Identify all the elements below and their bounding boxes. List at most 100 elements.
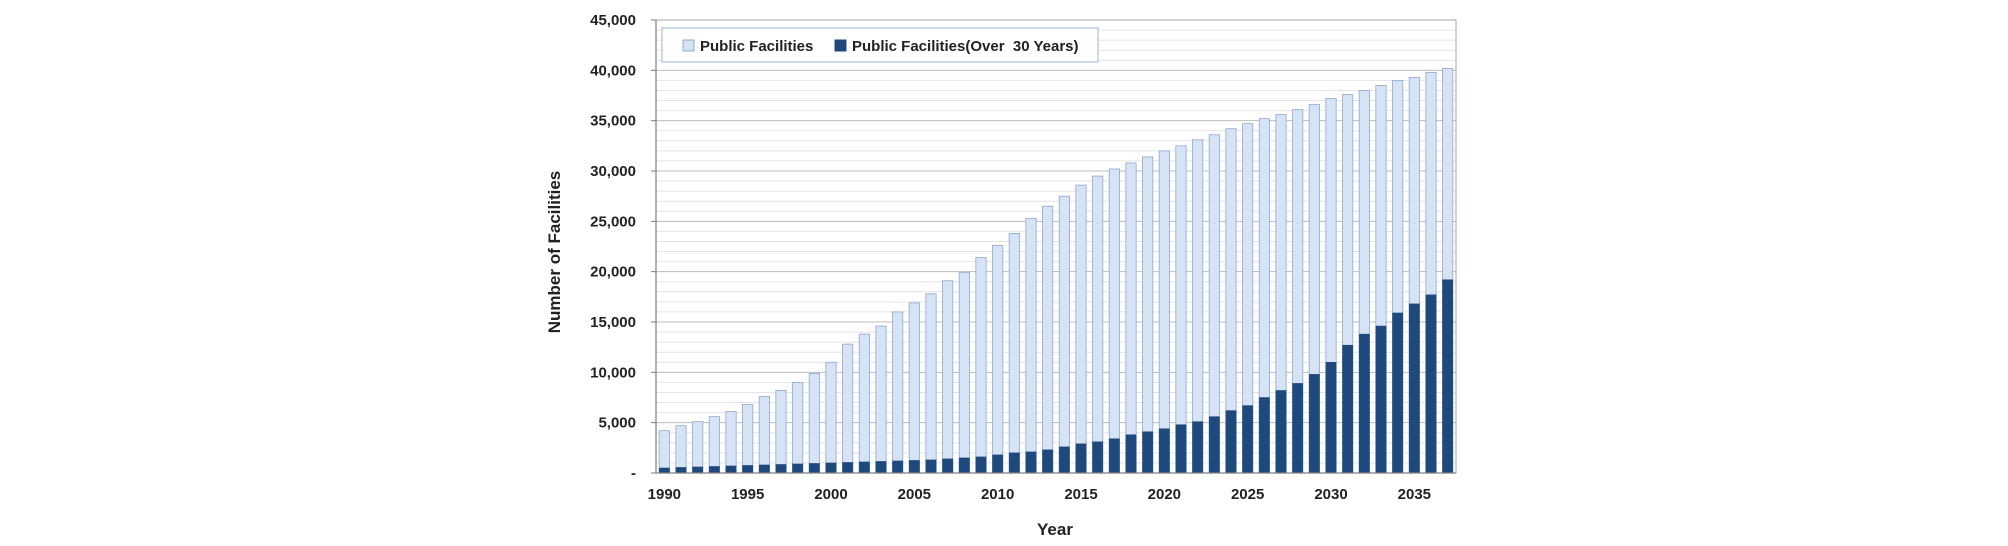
bar-over-30-years bbox=[1408, 303, 1420, 474]
bar-public-facilities bbox=[1142, 156, 1154, 474]
bar-over-30-years bbox=[1242, 405, 1254, 474]
bar-public-facilities bbox=[958, 272, 970, 474]
bar-over-30-years bbox=[808, 463, 820, 474]
bar-over-30-years bbox=[1342, 344, 1354, 474]
bar-over-30-years bbox=[1225, 410, 1237, 474]
bar-over-30-years bbox=[792, 463, 804, 474]
bar-public-facilities bbox=[908, 302, 920, 474]
bar-over-30-years bbox=[1358, 333, 1370, 474]
bar-over-30-years bbox=[1175, 424, 1187, 474]
bar-over-30-years bbox=[1308, 374, 1320, 474]
bar-over-30-years bbox=[858, 461, 870, 474]
x-tick-label: 2010 bbox=[981, 486, 1014, 503]
bar-public-facilities bbox=[1108, 168, 1120, 474]
bar-public-facilities bbox=[758, 396, 770, 474]
bar-over-30-years bbox=[1025, 451, 1037, 474]
bar-over-30-years bbox=[875, 461, 887, 474]
y-tick-label: 45,000 bbox=[590, 12, 636, 29]
bar-public-facilities bbox=[725, 411, 737, 474]
bar-over-30-years bbox=[958, 457, 970, 474]
y-tick-label: 20,000 bbox=[590, 264, 636, 281]
bar-public-facilities bbox=[1075, 184, 1087, 474]
bar-over-30-years bbox=[1208, 416, 1220, 474]
x-tick-label: 2030 bbox=[1314, 486, 1347, 503]
bar-over-30-years bbox=[992, 454, 1004, 474]
bar-public-facilities bbox=[708, 416, 720, 474]
bar-over-30-years bbox=[758, 464, 770, 474]
bar-public-facilities bbox=[925, 293, 937, 474]
bar-public-facilities bbox=[658, 430, 670, 474]
bar-over-30-years bbox=[675, 467, 687, 474]
bar-over-30-years bbox=[1442, 279, 1454, 474]
legend-swatch-over-30-years bbox=[834, 39, 847, 52]
bar-public-facilities bbox=[892, 311, 904, 474]
axes bbox=[655, 19, 1457, 474]
legend-swatch-public-facilities bbox=[682, 39, 695, 52]
bar-public-facilities bbox=[1175, 145, 1187, 474]
bar-over-30-years bbox=[1108, 438, 1120, 474]
bar-over-30-years bbox=[1075, 443, 1087, 474]
bar-public-facilities bbox=[692, 421, 704, 474]
x-tick-label: 2025 bbox=[1231, 486, 1264, 503]
bar-public-facilities bbox=[1058, 195, 1070, 474]
x-tick-label: 2020 bbox=[1148, 486, 1181, 503]
bar-over-30-years bbox=[1042, 449, 1054, 474]
bar-over-30-years bbox=[1425, 294, 1437, 474]
x-tick-labels: 1990 1995 2000 2005 2010 2015 2020 2025 2030 2035 bbox=[648, 486, 1431, 503]
x-tick-label: 2015 bbox=[1064, 486, 1097, 503]
legend-label-over-30-years: Public Facilities(Over 30 Years) bbox=[852, 38, 1079, 55]
y-tick-label: 25,000 bbox=[590, 213, 636, 230]
bar-over-30-years bbox=[1158, 428, 1170, 474]
bar-over-30-years bbox=[1375, 325, 1387, 474]
bar-over-30-years bbox=[1292, 383, 1304, 474]
legend-label-public-facilities: Public Facilities bbox=[700, 38, 813, 55]
bar-over-30-years bbox=[742, 465, 754, 474]
legend: Public Facilities Public Facilities(Over… bbox=[661, 27, 1099, 63]
bar-public-facilities bbox=[942, 280, 954, 474]
y-axis-title: Number of Facilities bbox=[545, 171, 564, 333]
bar-public-facilities bbox=[1025, 217, 1037, 474]
y-tick-label: - bbox=[631, 465, 636, 482]
x-tick-label: 1995 bbox=[731, 486, 764, 503]
x-tick-label: 1990 bbox=[648, 486, 681, 503]
bar-public-facilities bbox=[1042, 205, 1054, 474]
bar-over-30-years bbox=[775, 464, 787, 474]
bar-over-30-years bbox=[1092, 441, 1104, 474]
bar-over-30-years bbox=[925, 459, 937, 474]
bar-public-facilities bbox=[1092, 175, 1104, 474]
y-tick-labels: - 5,000 10,000 15,000 20,000 25,000 30,000 35,0… bbox=[590, 12, 656, 482]
bar-over-30-years bbox=[942, 458, 954, 474]
bar-over-30-years bbox=[1008, 452, 1020, 474]
bar-public-facilities bbox=[808, 372, 820, 474]
x-tick-label: 2035 bbox=[1398, 486, 1431, 503]
bar-over-30-years bbox=[692, 466, 704, 474]
legend-box bbox=[661, 27, 1099, 63]
bar-over-30-years bbox=[1142, 431, 1154, 474]
bar-over-30-years bbox=[1325, 362, 1337, 474]
bar-over-30-years bbox=[658, 467, 670, 474]
bar-over-30-years bbox=[842, 462, 854, 474]
bar-over-30-years bbox=[1192, 421, 1204, 474]
bar-public-facilities bbox=[975, 257, 987, 474]
bar-public-facilities bbox=[842, 343, 854, 474]
bar-public-facilities bbox=[1125, 162, 1137, 474]
bar-public-facilities bbox=[792, 381, 804, 474]
x-tick-label: 2005 bbox=[898, 486, 931, 503]
y-tick-label: 5,000 bbox=[598, 415, 636, 432]
bar-over-30-years bbox=[1392, 312, 1404, 474]
bar-public-facilities bbox=[992, 245, 1004, 474]
bar-over-30-years bbox=[708, 466, 720, 474]
y-tick-label: 15,000 bbox=[590, 314, 636, 331]
bar-public-facilities bbox=[825, 361, 837, 474]
x-axis-title: Year bbox=[1037, 520, 1073, 539]
bar-public-facilities bbox=[775, 390, 787, 474]
x-tick-label: 2000 bbox=[814, 486, 847, 503]
bar-public-facilities bbox=[675, 425, 687, 474]
bar-over-30-years bbox=[908, 460, 920, 474]
y-tick-label: 40,000 bbox=[590, 62, 636, 79]
bar-public-facilities bbox=[742, 404, 754, 474]
bar-over-30-years bbox=[975, 456, 987, 474]
bar-public-facilities bbox=[1008, 233, 1020, 474]
